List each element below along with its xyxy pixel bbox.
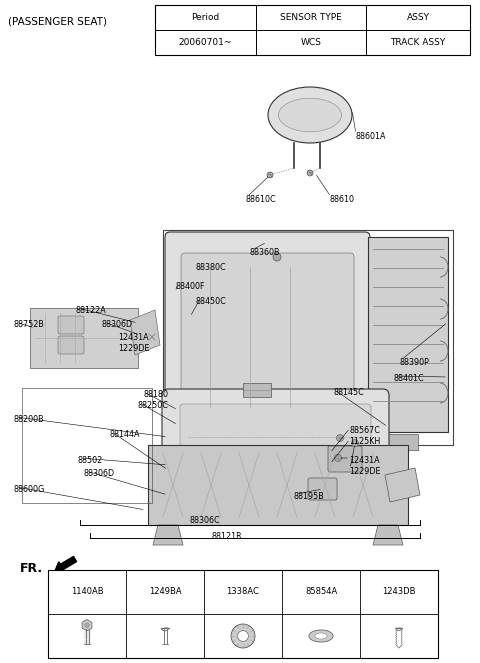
FancyArrow shape (55, 556, 76, 572)
Text: 88450C: 88450C (196, 297, 227, 306)
Text: 88610: 88610 (330, 195, 355, 204)
FancyBboxPatch shape (58, 316, 84, 334)
Text: 85854A: 85854A (305, 587, 337, 597)
Text: 88306C: 88306C (190, 516, 221, 525)
Text: 88144A: 88144A (110, 430, 141, 439)
Text: 88601A: 88601A (355, 132, 385, 141)
Ellipse shape (278, 98, 341, 132)
Bar (243, 383, 271, 397)
Circle shape (148, 333, 156, 341)
Text: 1243DB: 1243DB (382, 587, 416, 597)
Circle shape (267, 172, 273, 178)
FancyBboxPatch shape (180, 404, 371, 471)
Text: 20060701~: 20060701~ (179, 38, 232, 47)
Polygon shape (130, 310, 160, 355)
Polygon shape (373, 525, 403, 545)
Bar (155, 5, 470, 55)
Circle shape (351, 440, 359, 446)
FancyBboxPatch shape (30, 308, 138, 368)
FancyBboxPatch shape (165, 232, 370, 442)
Polygon shape (153, 525, 183, 545)
Text: 88390P: 88390P (400, 358, 430, 367)
Text: 1125KH: 1125KH (349, 437, 380, 446)
Text: 1338AC: 1338AC (227, 587, 259, 597)
Circle shape (307, 170, 313, 176)
Ellipse shape (268, 87, 352, 143)
Text: 88250C: 88250C (137, 401, 168, 410)
FancyBboxPatch shape (308, 478, 337, 500)
Text: 88400F: 88400F (176, 282, 205, 291)
FancyBboxPatch shape (328, 446, 362, 472)
FancyBboxPatch shape (181, 253, 354, 421)
Text: 88122A: 88122A (76, 306, 107, 315)
Text: 88121R: 88121R (212, 532, 242, 541)
Circle shape (335, 455, 341, 461)
Polygon shape (385, 468, 420, 502)
Text: 1229DE: 1229DE (349, 467, 381, 476)
Circle shape (85, 623, 89, 627)
Text: 88567C: 88567C (349, 426, 380, 435)
Text: WCS: WCS (300, 38, 322, 47)
Text: 88600G: 88600G (14, 485, 45, 494)
Ellipse shape (315, 633, 327, 639)
Bar (48, 570, 438, 658)
Text: 88401C: 88401C (393, 374, 424, 383)
Text: 88306D: 88306D (84, 469, 115, 478)
FancyBboxPatch shape (148, 445, 408, 525)
Text: 12431A: 12431A (349, 456, 380, 465)
Bar (163, 230, 453, 445)
Text: FR.: FR. (20, 562, 43, 575)
Text: SENSOR TYPE: SENSOR TYPE (280, 13, 342, 22)
Text: 88145C: 88145C (334, 388, 365, 397)
Circle shape (273, 253, 281, 261)
Polygon shape (378, 434, 418, 450)
Text: (PASSENGER SEAT): (PASSENGER SEAT) (8, 16, 107, 26)
Text: 1229DE: 1229DE (118, 344, 149, 353)
Text: 88306D: 88306D (102, 320, 133, 329)
Bar (22, 388, 152, 503)
Circle shape (336, 434, 344, 442)
Text: 12431A: 12431A (118, 333, 149, 342)
Text: 88502: 88502 (78, 456, 103, 465)
Text: 88360B: 88360B (250, 248, 280, 257)
Text: ASSY: ASSY (407, 13, 430, 22)
Text: 88610C: 88610C (246, 195, 276, 204)
Text: 88752B: 88752B (14, 320, 45, 329)
Text: TRACK ASSY: TRACK ASSY (390, 38, 445, 47)
Circle shape (231, 624, 255, 648)
Bar (368, 237, 448, 432)
Text: 88200B: 88200B (14, 415, 45, 424)
Polygon shape (82, 619, 92, 631)
Circle shape (238, 631, 249, 641)
Text: 1249BA: 1249BA (149, 587, 181, 597)
Text: 1140AB: 1140AB (71, 587, 103, 597)
Text: 88195B: 88195B (294, 492, 325, 501)
Text: 88380C: 88380C (196, 263, 227, 272)
FancyBboxPatch shape (58, 336, 84, 354)
Text: Period: Period (191, 13, 219, 22)
Text: 88180: 88180 (143, 390, 168, 399)
Ellipse shape (309, 630, 333, 642)
FancyBboxPatch shape (162, 389, 389, 486)
